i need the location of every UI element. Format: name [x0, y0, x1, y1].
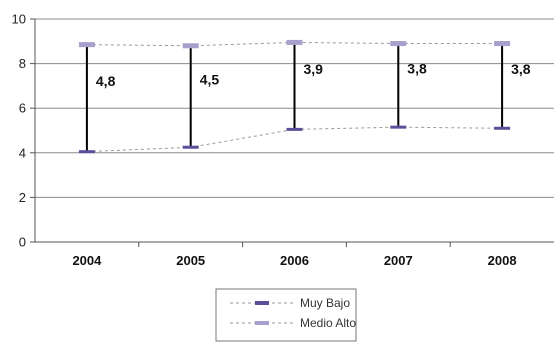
y-tick-label: 8 — [19, 56, 26, 71]
y-tick-label: 2 — [19, 190, 26, 205]
x-axis-ticks: 2004 2005 2006 2007 2008 — [72, 242, 517, 268]
data-point-marker — [182, 43, 199, 49]
y-tick-label: 4 — [19, 145, 26, 160]
data-label: 3,8 — [511, 61, 531, 77]
x-tick-label: 2004 — [72, 253, 102, 268]
x-tick-label: 2005 — [176, 253, 205, 268]
range-connectors — [85, 42, 504, 152]
y-tick-label: 6 — [19, 101, 26, 116]
series-markers — [78, 39, 511, 154]
data-label: 4,8 — [96, 73, 116, 89]
data-point-marker — [390, 41, 407, 47]
x-tick-label: 2007 — [384, 253, 413, 268]
axes — [34, 19, 554, 243]
legend-marker — [255, 321, 269, 325]
data-point-marker — [494, 41, 511, 47]
y-axis-ticks: 0 2 4 6 8 10 — [12, 12, 35, 250]
y-tick-label: 10 — [12, 12, 26, 27]
data-point-marker — [78, 42, 95, 48]
data-point-marker — [182, 145, 199, 149]
legend: Muy Bajo Medio Alto — [215, 288, 357, 342]
data-point-marker — [390, 125, 407, 129]
x-tick-label: 2006 — [280, 253, 309, 268]
data-label: 3,9 — [304, 61, 324, 77]
data-point-marker — [78, 150, 95, 154]
x-tick-label: 2008 — [488, 253, 517, 268]
legend-box — [215, 288, 357, 342]
legend-marker — [255, 301, 269, 305]
data-label: 3,8 — [407, 60, 427, 76]
data-point-marker — [494, 126, 511, 130]
data-label: 4,5 — [200, 71, 220, 87]
y-tick-label: 0 — [19, 235, 26, 250]
data-point-marker — [286, 39, 303, 45]
data-point-marker — [286, 127, 303, 131]
legend-label: Medio Alto — [300, 316, 356, 330]
legend-label: Muy Bajo — [300, 296, 350, 310]
gap-labels: 4,8 4,5 3,9 3,8 3,8 — [96, 60, 531, 89]
